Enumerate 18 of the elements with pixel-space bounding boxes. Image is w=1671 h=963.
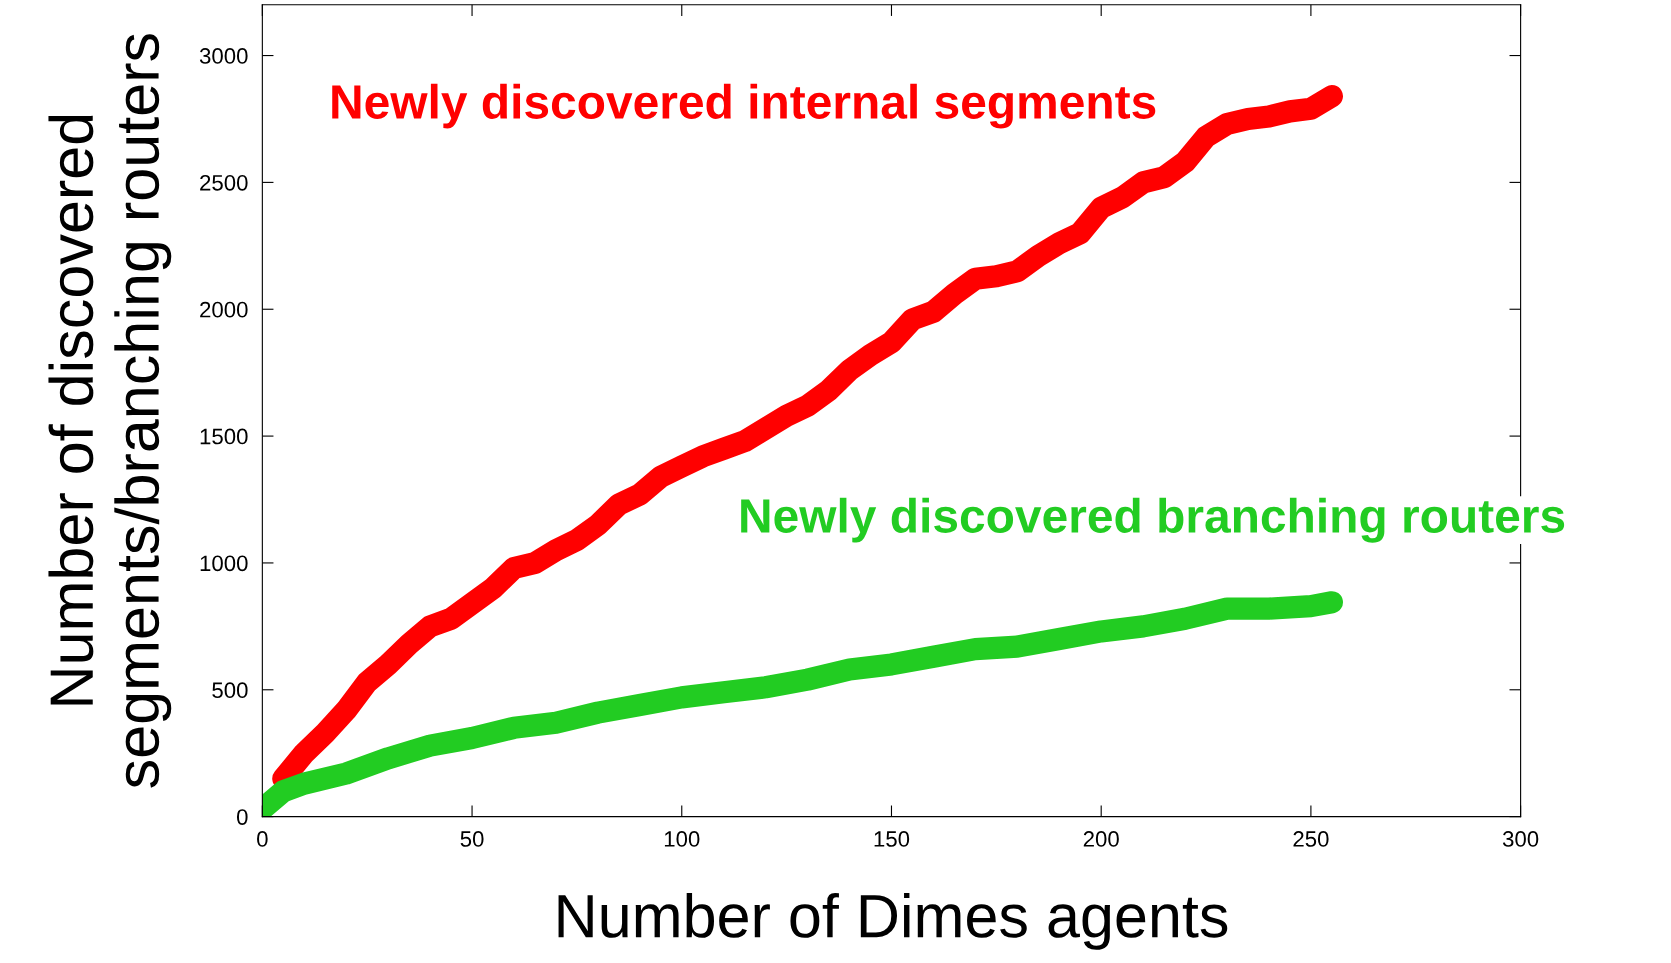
y-axis-title: Number of discovered segments/branching routers	[48, 34, 172, 788]
x-axis-title: Number of Dimes agents	[558, 892, 1228, 950]
y-tick-label: 500	[212, 682, 248, 699]
y-tick-label: 1500	[200, 428, 248, 445]
y-tick-label: 2500	[200, 174, 248, 191]
y-tick-label: 2000	[200, 301, 248, 318]
y-tick-label: 1000	[200, 555, 248, 572]
x-tick-label: 0	[257, 831, 268, 847]
x-tick-label: 200	[1083, 831, 1119, 847]
x-tick-label: 300	[1502, 831, 1539, 847]
x-tick-label: 150	[874, 831, 910, 847]
text: Newly discovered branching routers	[741, 497, 1565, 543]
x-tick-label: 250	[1293, 831, 1329, 847]
y-tick-label: 3000	[199, 48, 248, 64]
y-tick-label: 0	[236, 809, 248, 825]
series-label: Newly discovered internal segments	[332, 83, 1156, 129]
x-tick-label: 100	[664, 831, 700, 847]
x-tick-label: 50	[460, 831, 484, 847]
